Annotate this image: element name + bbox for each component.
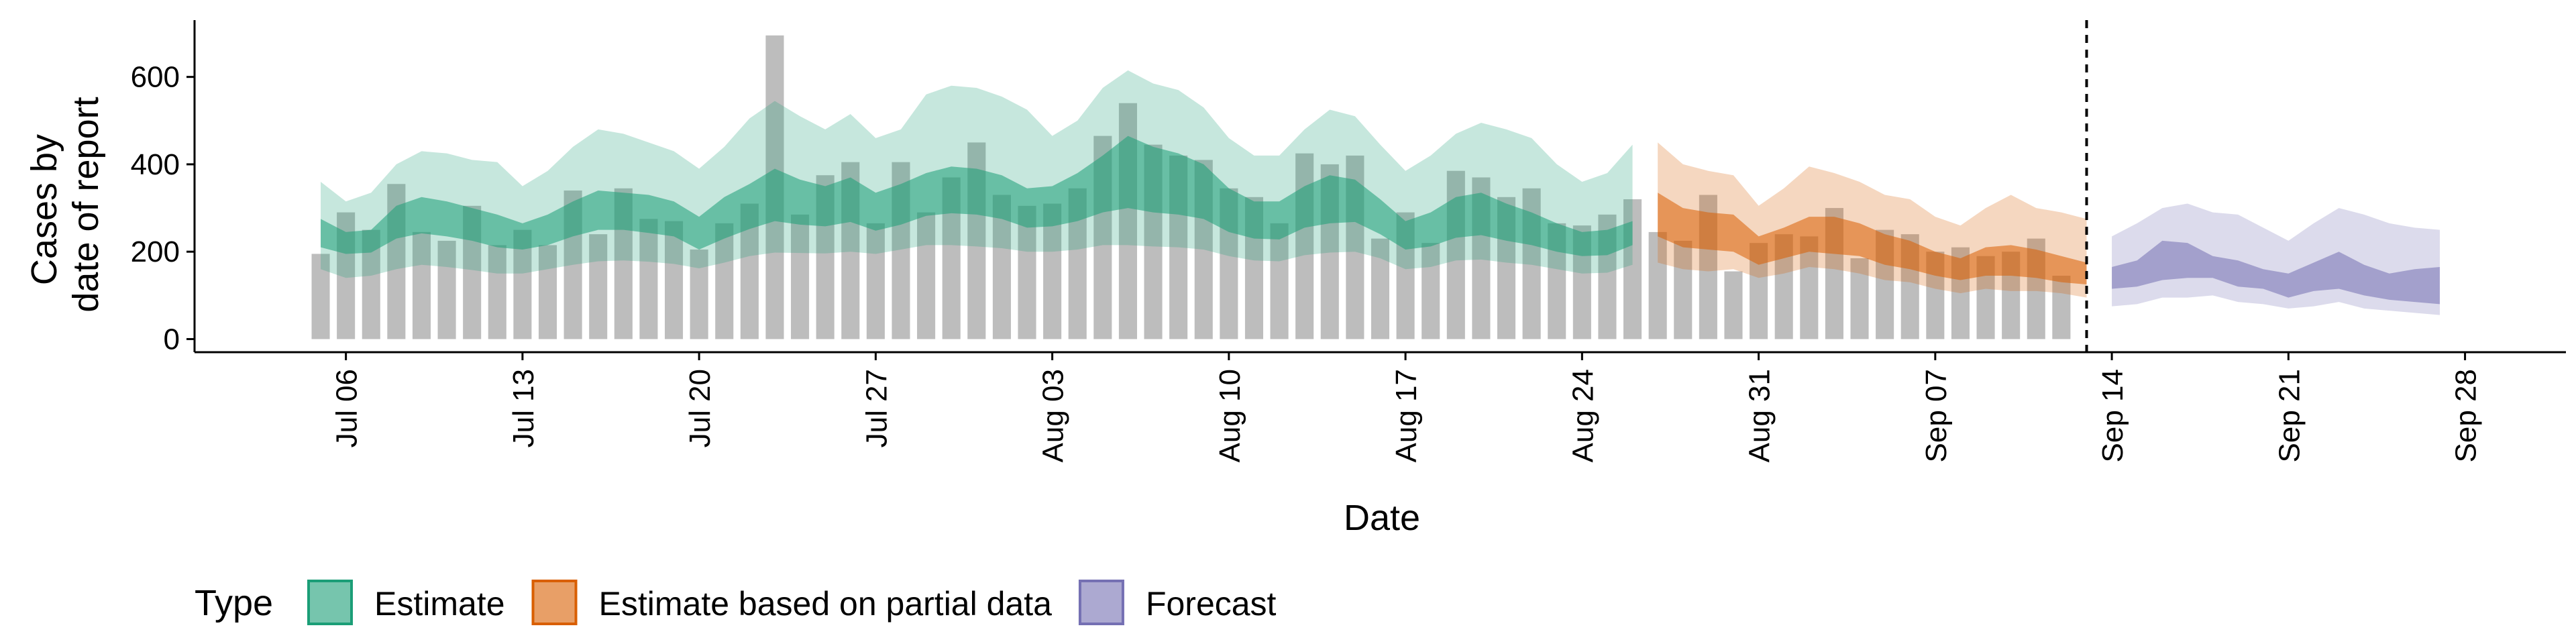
- x-tick-label: Sep 07: [1920, 369, 1953, 462]
- reported-case-bar: [1674, 240, 1693, 339]
- reported-case-bar: [412, 231, 431, 339]
- estimate-band-50: [321, 136, 1633, 256]
- legend-label-estimate: Estimate: [374, 585, 505, 623]
- reported-case-bar: [538, 245, 557, 339]
- x-tick-label: Sep 14: [2096, 369, 2129, 462]
- y-tick-label: 400: [131, 148, 180, 181]
- x-tick-label: Jul 13: [507, 369, 540, 447]
- reported-case-bar: [1421, 243, 1440, 339]
- y-axis-title-line-2: date of report: [66, 97, 106, 312]
- reported-case-bar: [311, 254, 330, 339]
- reported-case-bar: [1648, 231, 1667, 339]
- legend-key-estimate-based-on-partial-data: [531, 580, 578, 625]
- reported-case-bar: [1850, 258, 1869, 339]
- x-axis-title: Date: [1344, 498, 1420, 538]
- x-tick-label: Sep 21: [2273, 369, 2306, 462]
- y-axis-ticks: 0 200 400 600: [131, 61, 195, 356]
- reported-case-bar: [2052, 276, 2071, 339]
- y-axis-title-line-1: Cases by: [24, 134, 64, 285]
- reported-case-bar: [664, 221, 684, 339]
- reported-case-bar: [437, 240, 456, 339]
- y-tick-label: 0: [164, 323, 180, 356]
- legend-label-estimate-based-on-partial-data: Estimate based on partial data: [599, 585, 1053, 623]
- reported-case-bar: [1623, 199, 1642, 339]
- x-tick-label: Aug 03: [1037, 369, 1070, 462]
- x-tick-label: Aug 10: [1214, 369, 1246, 462]
- reported-case-bar: [791, 214, 810, 339]
- y-tick-label: 600: [131, 61, 180, 94]
- x-tick-label: Jul 20: [684, 369, 716, 447]
- x-axis-ticks: Jul 06 Jul 13 Jul 20 Jul 27 Aug 03 Aug 10 Aug …: [331, 352, 2483, 462]
- reported-case-bar: [917, 212, 936, 339]
- legend-key-forecast: [1078, 580, 1124, 625]
- x-tick-label: Sep 28: [2450, 369, 2483, 462]
- legend: Type Estimate Estimate based on partial d…: [195, 580, 1277, 625]
- reported-case-bar: [715, 223, 734, 339]
- reported-case-bar: [488, 245, 506, 339]
- reported-case-bar: [1724, 271, 1743, 339]
- legend-title: Type: [195, 583, 273, 623]
- reported-case-bar: [1018, 205, 1036, 339]
- reported-case-bar: [866, 223, 885, 339]
- reported-case-bar: [1371, 238, 1390, 339]
- forecast-band-50: [2112, 240, 2440, 305]
- reported-case-bar: [1270, 223, 1289, 339]
- estimate-based-on-partial-data-band-50: [1658, 193, 2087, 285]
- legend-key-estimate: [307, 580, 353, 625]
- legend-label-forecast: Forecast: [1146, 585, 1277, 623]
- x-tick-label: Aug 31: [1743, 369, 1776, 462]
- y-tick-label: 200: [131, 235, 180, 268]
- x-tick-label: Jul 27: [860, 369, 893, 447]
- estimate-bands: [321, 70, 2440, 315]
- reported-case-bar: [1800, 236, 1819, 339]
- reported-case-bar: [589, 234, 608, 339]
- x-tick-label: Jul 06: [331, 369, 364, 447]
- reported-case-bar: [639, 219, 658, 339]
- y-axis-title: Cases by date of report: [24, 97, 106, 312]
- reported-case-bar: [690, 249, 708, 339]
- x-tick-label: Aug 17: [1390, 369, 1423, 462]
- x-tick-label: Aug 24: [1566, 369, 1599, 462]
